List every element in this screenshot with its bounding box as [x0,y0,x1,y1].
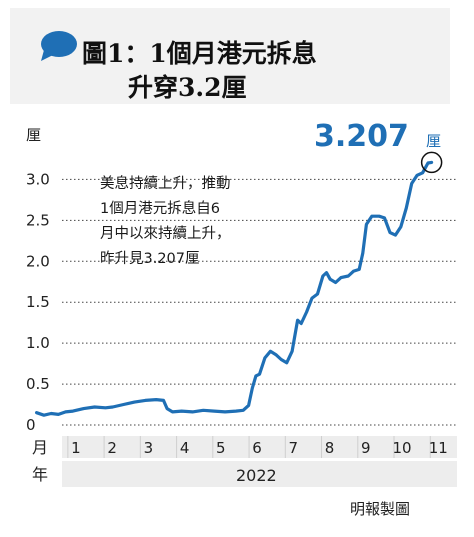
grid-lines [62,178,457,426]
year-band [62,461,457,487]
x-axis-month-prefix: 月 [32,438,48,457]
year-label: 2022 [236,466,277,485]
x-tick-label: 3 [144,439,154,457]
y-tick-label: 1.5 [26,293,50,311]
x-tick-label: 1 [71,439,81,457]
x-tick-label: 6 [252,439,262,457]
x-tick-label: 2 [107,439,117,457]
chart-title: 圖1：1個月港元拆息 [82,39,317,68]
y-tick-label: 2.0 [26,252,50,270]
x-tick-label: 8 [325,439,335,457]
speech-bubble-icon [41,31,77,61]
x-tick-label: 11 [429,439,448,457]
callout-line: 月中以來持續上升， [100,226,231,242]
x-tick-label: 5 [216,439,226,457]
callout-line: 美息持續上升，推動 [100,176,231,192]
y-tick-labels: 0 0.5 1.0 1.5 2.0 2.5 3.0 [26,170,50,434]
x-tick-labels: 1 2 3 4 5 6 7 8 9 10 11 [67,436,448,458]
series-line [34,160,434,417]
highlight-circle [420,151,443,174]
chart-subtitle: 升穿3.2厘 [128,73,247,102]
y-tick-label: 0.5 [26,375,50,393]
y-tick-label: 2.5 [26,211,50,229]
x-tick-label: 7 [289,439,299,457]
callout-line: 昨升見3.207厘 [100,251,200,267]
y-axis-label: 厘 [26,126,41,144]
title-box: 圖1：1個月港元拆息 升穿3.2厘 [10,8,450,104]
x-tick-label: 10 [392,439,411,457]
credit-label: 明報製圖 [350,500,411,518]
x-axis-year-prefix: 年 [32,465,48,484]
highlight-unit: 厘 [426,132,441,150]
y-tick-label: 3.0 [26,170,50,188]
callout-text: 美息持續上升，推動 1個月港元拆息自6 月中以來持續上升， 昨升見3.207厘 [100,172,310,272]
x-tick-label: 9 [361,439,371,457]
callout-line: 1個月港元拆息自6 [100,201,220,217]
y-tick-label: 0 [26,416,36,434]
y-tick-label: 1.0 [26,334,50,352]
highlight-value: 3.207 [314,119,409,154]
series-group [34,151,443,417]
x-tick-label: 4 [180,439,190,457]
